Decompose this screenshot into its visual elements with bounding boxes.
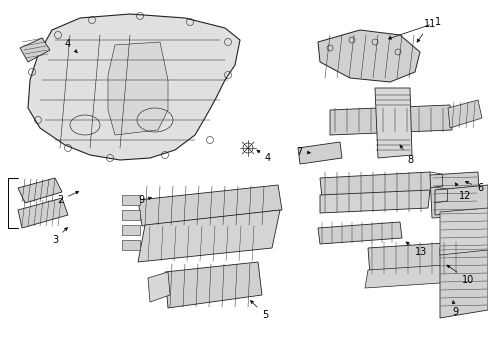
Polygon shape [429,172,479,218]
Polygon shape [138,210,280,262]
Text: 9: 9 [451,301,457,317]
Polygon shape [122,240,140,250]
Polygon shape [329,105,451,135]
Text: 9: 9 [138,195,151,205]
Polygon shape [319,190,429,213]
Text: 12: 12 [454,183,470,201]
Text: 2: 2 [57,192,79,205]
Text: 10: 10 [446,265,473,285]
Text: 13: 13 [405,242,427,257]
Polygon shape [18,198,68,228]
Text: 5: 5 [250,301,267,320]
Polygon shape [434,185,487,215]
Polygon shape [317,222,401,244]
Text: 1: 1 [387,17,440,39]
Polygon shape [28,14,240,160]
Polygon shape [122,210,140,220]
Polygon shape [138,185,282,226]
Polygon shape [439,208,487,255]
Text: 3: 3 [52,228,67,245]
Polygon shape [122,225,140,235]
Polygon shape [367,242,461,275]
Polygon shape [317,30,419,82]
Text: 4: 4 [65,39,77,53]
Text: 4: 4 [256,150,270,163]
Polygon shape [439,242,487,318]
Polygon shape [164,262,262,308]
Text: 6: 6 [465,181,482,193]
Text: 11: 11 [416,19,435,42]
Polygon shape [148,272,170,302]
Polygon shape [364,264,459,288]
Polygon shape [319,172,431,198]
Polygon shape [18,178,62,203]
Polygon shape [374,88,411,158]
Text: 7: 7 [295,147,310,157]
Text: 8: 8 [399,145,412,165]
Polygon shape [20,38,50,62]
Polygon shape [108,42,168,135]
Polygon shape [447,100,481,128]
Polygon shape [297,142,341,164]
Polygon shape [122,195,140,205]
